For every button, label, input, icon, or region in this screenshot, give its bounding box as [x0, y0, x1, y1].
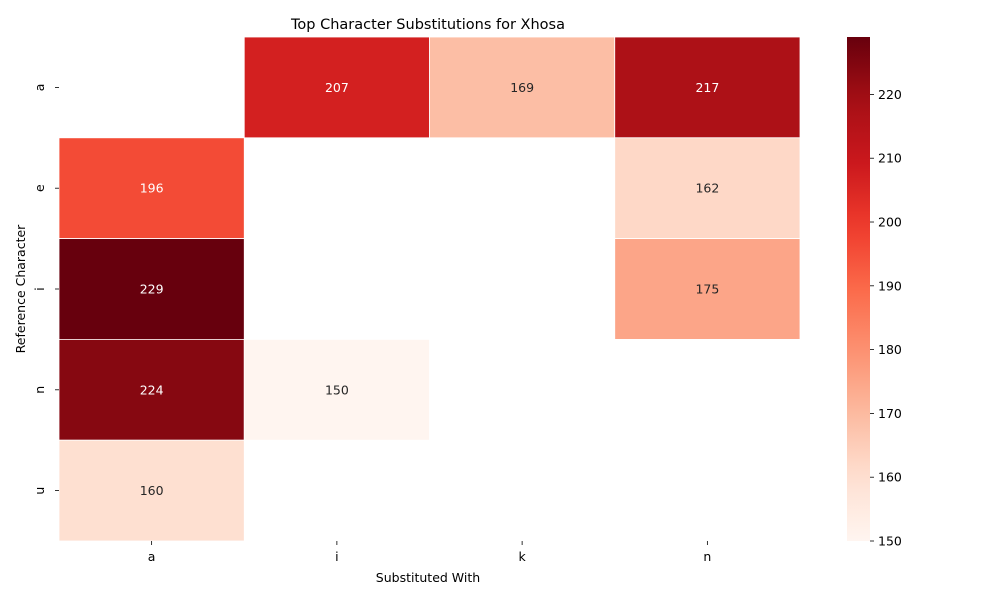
y-tick-label: e: [32, 184, 47, 192]
colorbar-tick-label: 210: [878, 151, 902, 166]
x-tick-label: k: [519, 549, 527, 564]
chart-title: Top Character Substitutions for Xhosa: [290, 17, 565, 33]
y-axis-ticks: a e i n u: [32, 84, 59, 495]
x-tick-label: n: [703, 549, 711, 564]
cell-value-label: 175: [695, 282, 719, 297]
y-tick-label: i: [32, 287, 47, 290]
colorbar-tick-label: 160: [878, 470, 902, 485]
y-tick-label: n: [32, 386, 47, 394]
heatmap-cell-n-i: [243, 338, 430, 441]
colorbar-tick-label: 150: [878, 534, 902, 549]
x-tick-label: i: [335, 549, 338, 564]
cell-value-label: 224: [140, 382, 164, 397]
colorbar-gradient: [847, 37, 870, 541]
cell-value-label: 196: [140, 181, 164, 196]
cell-value-label: 162: [695, 181, 719, 196]
colorbar-tick-label: 200: [878, 215, 902, 230]
heatmap-cell-e-a: [58, 137, 245, 240]
heatmap-cell-a-k: [429, 36, 616, 139]
colorbar-tick-label: 170: [878, 406, 902, 421]
cell-value-label: 169: [510, 80, 534, 95]
heatmap-cell-i-a: [58, 238, 245, 340]
colorbar: 150 160 170 180 190 200 210 220: [847, 37, 902, 549]
heatmap-cell-n-a: [58, 338, 245, 441]
y-tick-label: u: [32, 487, 47, 495]
cell-value-label: 229: [140, 282, 164, 297]
y-tick-label: a: [32, 84, 47, 92]
heatmap-cell-a-n: [614, 36, 801, 139]
cell-value-label: 150: [325, 382, 349, 397]
cell-value-label: 207: [325, 80, 349, 95]
x-tick-label: a: [148, 549, 156, 564]
colorbar-tick-label: 190: [878, 278, 902, 293]
y-axis-label: Reference Character: [13, 224, 28, 353]
colorbar-tick-label: 220: [878, 87, 902, 102]
cell-value-label: 160: [140, 483, 164, 498]
cell-value-label: 217: [695, 80, 719, 95]
heatmap-cell-e-n: [614, 137, 801, 240]
x-axis-label: Substituted With: [376, 570, 480, 585]
heatmap-cell-i-n: [614, 238, 801, 340]
heatmap-cell-a-i: [243, 36, 430, 139]
colorbar-tick-label: 180: [878, 342, 902, 357]
heatmap-cells: 207 169 217 196 162 229 175 224 150 160: [58, 36, 801, 542]
heatmap-cell-u-a: [58, 439, 245, 542]
